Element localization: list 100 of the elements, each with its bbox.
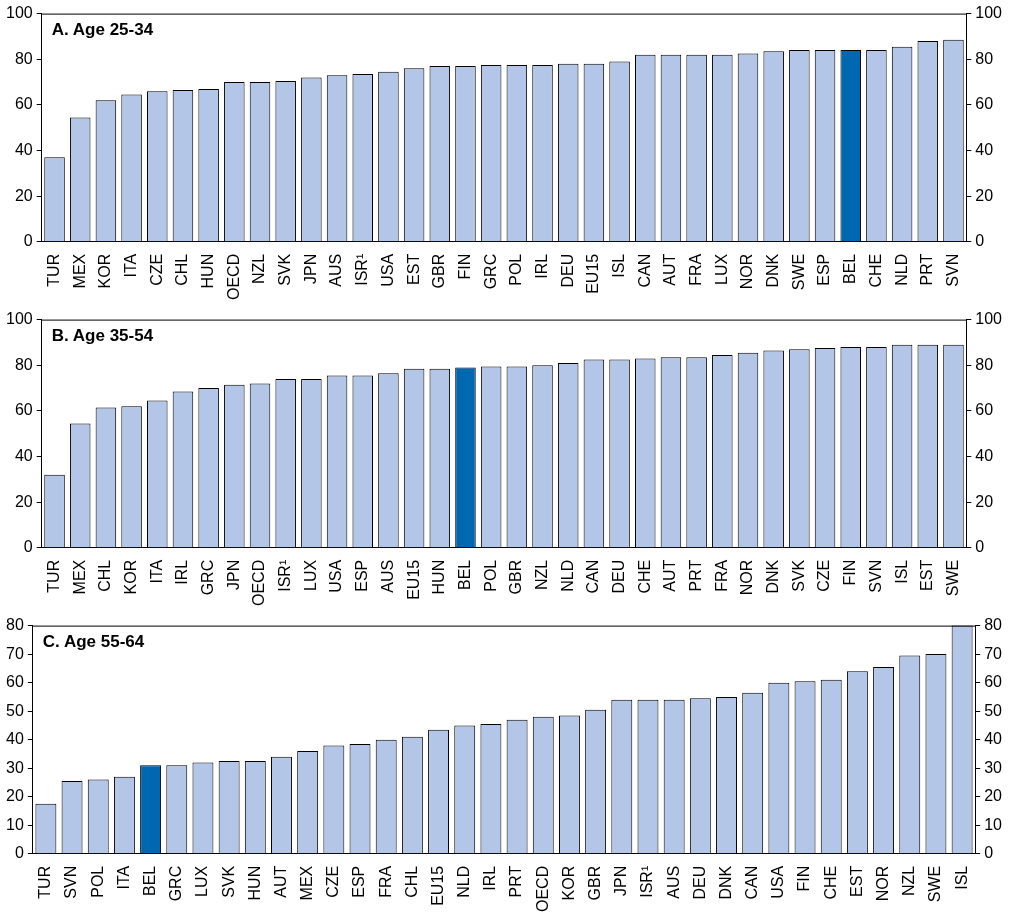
x-tick-label: NZL [900, 865, 918, 897]
x-tick-label: MEX [70, 253, 88, 289]
y2-tick-label: 0 [984, 844, 994, 862]
y-tick-label: 60 [14, 95, 33, 113]
y-tick-label: 0 [23, 232, 33, 250]
x-tick-label: SVN [62, 865, 80, 899]
x-tick-label: USA [769, 865, 787, 899]
x-tick-label: AUS [327, 253, 345, 287]
chart-title: B. Age 35-54 [51, 325, 154, 345]
x-tick-label: EST [918, 559, 936, 591]
x-tick-label: BEL [455, 559, 473, 591]
x-tick-label: EU15 [428, 865, 446, 906]
y-tick-label: 20 [6, 787, 24, 805]
x-tick-label: JPN [301, 253, 319, 285]
x-tick-label: DNK [764, 559, 782, 594]
y2-tick-label: 80 [984, 616, 1003, 634]
x-tick-label: BEL [841, 253, 859, 285]
x-tick-label: KOR [96, 253, 114, 289]
x-tick-label: AUT [661, 253, 679, 286]
y2-tick-label: 60 [984, 673, 1003, 691]
x-tick-label: PRT [918, 253, 936, 286]
x-tick-label: MEX [70, 559, 88, 595]
x-tick-label: EST [404, 253, 422, 285]
x-tick-label: ISL [952, 865, 970, 890]
y-tick-label: 50 [6, 701, 24, 719]
y2-tick-label: 0 [975, 232, 985, 250]
x-tick-label: AUT [661, 559, 679, 592]
x-tick-label: JPN [612, 865, 630, 897]
y-tick-label: 100 [5, 310, 33, 328]
x-tick-label: GRC [199, 559, 217, 596]
x-tick-label: HUN [199, 253, 217, 289]
x-tick-label: CAN [584, 559, 602, 594]
x-tick-label: CHE [635, 559, 653, 594]
y-tick-label: 40 [14, 140, 33, 158]
x-tick-label: DNK [716, 865, 734, 900]
y-tick-label: 10 [6, 815, 24, 833]
x-tick-label: FIN [795, 865, 813, 892]
y2-tick-label: 70 [984, 644, 1003, 662]
y-tick-label: 60 [6, 673, 24, 691]
x-tick-label: IRL [481, 865, 499, 891]
y-tick-label: 30 [6, 758, 24, 776]
x-tick-label: CHL [402, 865, 420, 898]
x-tick-label: JPN [224, 559, 242, 591]
y-tick-label: 20 [14, 186, 33, 204]
x-tick-label: GBR [430, 253, 448, 289]
x-tick-label: ESP [815, 253, 833, 286]
x-tick-label: HUN [245, 865, 263, 901]
y2-tick-label: 0 [975, 538, 985, 556]
y-tick-label: 0 [23, 538, 33, 556]
chart-title: A. Age 25-34 [51, 19, 154, 39]
x-tick-label: NOR [738, 559, 756, 596]
x-tick-label: TUR [36, 865, 54, 899]
y2-tick-label: 40 [975, 140, 994, 158]
x-tick-label: OECD [224, 253, 242, 301]
y-tick-label: 0 [14, 844, 24, 862]
y-tick-label: 80 [6, 616, 24, 634]
y-tick-label: 60 [14, 401, 33, 419]
x-tick-label: CAN [635, 253, 653, 288]
x-tick-label: NZL [250, 253, 268, 285]
x-tick-label: EST [847, 865, 865, 897]
x-tick-label: AUT [271, 865, 289, 898]
y2-tick-label: 60 [975, 95, 994, 113]
x-tick-label: CHE [821, 865, 839, 900]
x-tick-label: DNK [764, 253, 782, 288]
x-tick-label: GBR [586, 865, 604, 901]
x-tick-label: IRL [532, 253, 550, 279]
x-tick-label: ISR¹ [353, 253, 371, 286]
x-tick-label: ITA [121, 253, 139, 278]
x-tick-label: SVN [943, 253, 961, 287]
x-tick-label: TUR [44, 559, 62, 593]
x-tick-label: SWE [789, 253, 807, 291]
x-tick-label: PRT [687, 559, 705, 592]
y2-tick-label: 20 [984, 787, 1003, 805]
x-tick-label: EU15 [584, 253, 602, 294]
x-tick-label: FRA [712, 559, 730, 592]
x-tick-label: GBR [507, 559, 525, 595]
x-tick-label: DEU [690, 865, 708, 900]
y-tick-label: 80 [14, 49, 33, 67]
x-tick-label: EU15 [404, 559, 422, 600]
y2-tick-label: 20 [975, 186, 994, 204]
x-tick-label: SVK [219, 865, 237, 898]
x-tick-label: GRC [167, 865, 185, 902]
x-tick-label: ITA [147, 559, 165, 584]
x-tick-label: POL [481, 559, 499, 592]
x-tick-label: CZE [147, 253, 165, 286]
x-tick-label: SVN [866, 559, 884, 593]
x-tick-label: POL [507, 253, 525, 286]
x-tick-label: ITA [114, 865, 132, 890]
x-tick-label: PRT [507, 865, 525, 898]
x-tick-label: SWE [926, 865, 944, 903]
x-tick-label: FIN [455, 253, 473, 280]
x-tick-label: SVK [789, 559, 807, 592]
y-tick-label: 80 [14, 355, 33, 373]
x-tick-label: ISL [609, 253, 627, 278]
x-tick-label: DEU [558, 253, 576, 288]
x-tick-label: CAN [743, 865, 761, 900]
x-tick-label: AUS [664, 865, 682, 899]
y2-tick-label: 40 [984, 730, 1003, 748]
y2-tick-label: 30 [984, 758, 1003, 776]
x-tick-label: IRL [173, 559, 191, 585]
